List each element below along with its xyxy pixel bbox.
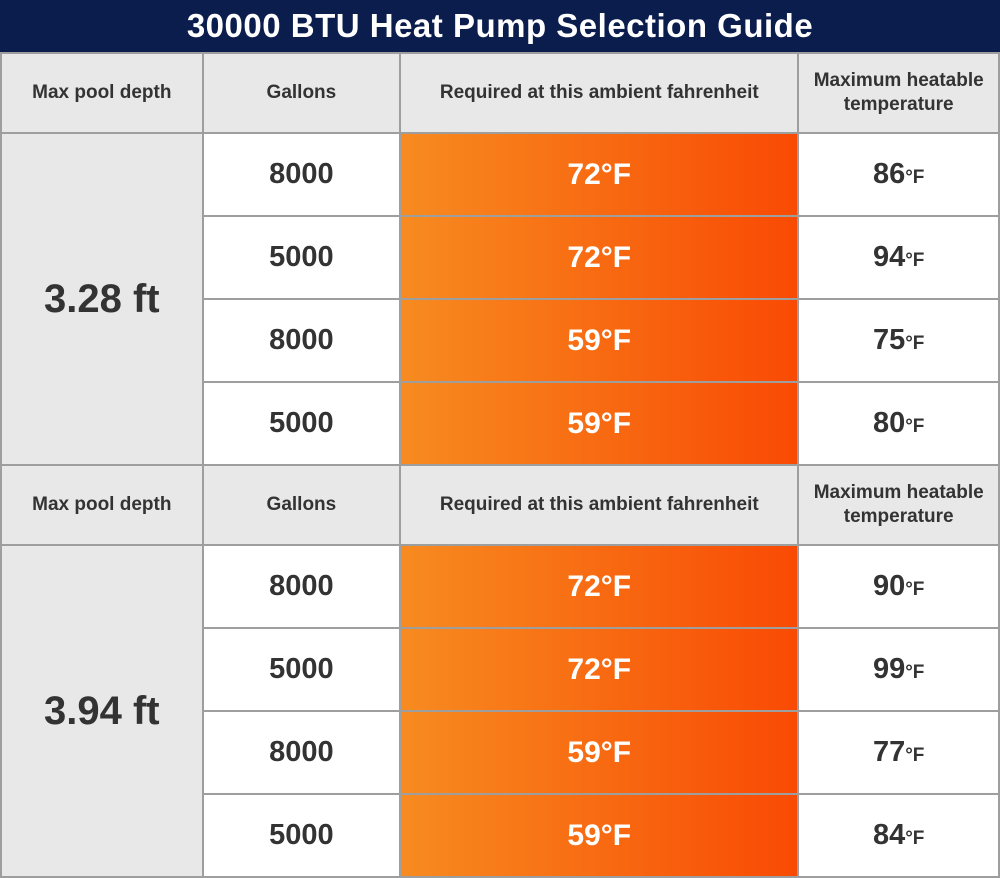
max-temp-value: 86	[872, 158, 906, 190]
ambient-temp-cell: 72°F	[399, 215, 800, 300]
gallons-cell: 5000	[201, 381, 402, 466]
gallons-cell: 5000	[201, 627, 402, 712]
header-gallons: Gallons	[201, 52, 402, 134]
ambient-temp-cell: 72°F	[399, 132, 800, 217]
table-row: 5000 72°F 94°F	[1, 215, 1000, 300]
section-2-header-row: Max pool depth Gallons Required at this …	[0, 464, 1000, 546]
gallons-cell: 8000	[201, 710, 402, 795]
ambient-temp-cell: 72°F	[399, 627, 800, 712]
max-temp-value: 75	[872, 324, 906, 356]
max-temp-value: 77	[872, 736, 906, 768]
max-temp-cell: 80°F	[797, 381, 1000, 466]
ambient-temp-cell: 59°F	[399, 298, 800, 383]
max-temp-cell: 94°F	[797, 215, 1000, 300]
depth-cell: 3.94 ft	[0, 544, 204, 878]
max-temp-cell: 90°F	[797, 544, 1000, 629]
ambient-temp-cell: 72°F	[399, 544, 800, 629]
max-temp-value: 80	[872, 407, 906, 439]
header-max-pool-depth: Max pool depth	[0, 52, 204, 134]
table-row: 5000 59°F 80°F	[1, 381, 1000, 466]
max-temp-cell: 75°F	[797, 298, 1000, 383]
max-temp-unit: °F	[905, 828, 925, 849]
ambient-temp-cell: 59°F	[399, 381, 800, 466]
max-temp-unit: °F	[905, 333, 925, 354]
max-temp-cell: 77°F	[797, 710, 1000, 795]
header-ambient: Required at this ambient fahrenheit	[399, 464, 800, 546]
max-temp-cell: 99°F	[797, 627, 1000, 712]
table-row: 8000 59°F 75°F	[1, 298, 1000, 383]
gallons-cell: 8000	[201, 132, 402, 217]
depth-cell: 3.28 ft	[0, 132, 204, 466]
page-title: 30000 BTU Heat Pump Selection Guide	[0, 0, 1000, 52]
max-temp-unit: °F	[905, 416, 925, 437]
table-row: 5000 72°F 99°F	[1, 627, 1000, 712]
gallons-cell: 8000	[201, 544, 402, 629]
max-temp-unit: °F	[905, 167, 925, 188]
header-gallons: Gallons	[201, 464, 402, 546]
max-temp-cell: 84°F	[797, 793, 1000, 878]
header-max-heatable: Maximum heatable temperature	[797, 464, 1000, 546]
max-temp-value: 90	[872, 570, 906, 602]
max-temp-value: 99	[872, 653, 906, 685]
header-max-heatable: Maximum heatable temperature	[797, 52, 1000, 134]
ambient-temp-cell: 59°F	[399, 710, 800, 795]
max-temp-unit: °F	[905, 745, 925, 766]
max-temp-unit: °F	[905, 662, 925, 683]
table-row: 3.94 ft 8000 72°F 90°F	[0, 544, 1000, 878]
max-temp-value: 94	[872, 241, 906, 273]
table-row: 3.28 ft 8000 72°F 86°F	[0, 132, 1000, 466]
gallons-cell: 5000	[201, 215, 402, 300]
max-temp-unit: °F	[905, 579, 925, 600]
header-ambient: Required at this ambient fahrenheit	[399, 52, 800, 134]
selection-table: Max pool depth Gallons Required at this …	[0, 52, 1000, 878]
table-row: 8000 59°F 77°F	[1, 710, 1000, 795]
gallons-cell: 5000	[201, 793, 402, 878]
max-temp-cell: 86°F	[797, 132, 1000, 217]
max-temp-value: 84	[872, 819, 906, 851]
section-1-header-row: Max pool depth Gallons Required at this …	[0, 52, 1000, 134]
gallons-cell: 8000	[201, 298, 402, 383]
header-max-pool-depth: Max pool depth	[0, 464, 204, 546]
max-temp-unit: °F	[905, 250, 925, 271]
ambient-temp-cell: 59°F	[399, 793, 800, 878]
